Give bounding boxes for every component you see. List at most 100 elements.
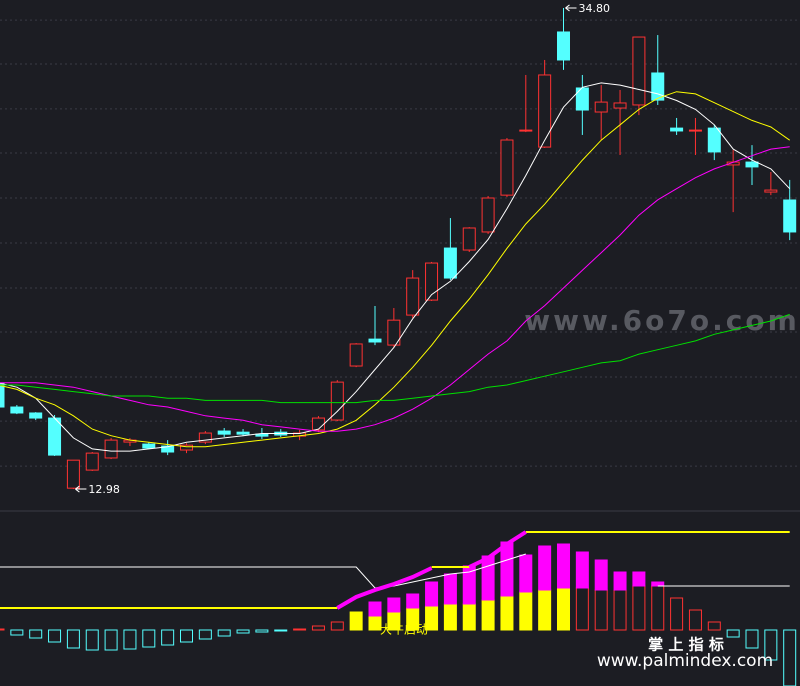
moving-average-line <box>0 91 790 448</box>
indicator-bar <box>236 629 250 634</box>
indicator-bar <box>0 628 5 631</box>
candle-body <box>85 452 99 471</box>
candle-body <box>198 432 212 443</box>
candle-body <box>255 433 269 437</box>
indicator-bar <box>255 629 269 633</box>
candle-body <box>783 199 797 233</box>
candle-body <box>481 197 495 233</box>
annotation-arrow <box>75 485 87 493</box>
annotation-label: 12.98 <box>88 483 120 496</box>
indicator-bar <box>217 629 231 637</box>
annotation-arrow <box>565 4 577 12</box>
indicator-bar <box>764 629 778 661</box>
candle-body <box>707 127 721 153</box>
candle-body <box>48 417 62 456</box>
indicator-bar <box>180 629 193 643</box>
indicator-bar <box>85 629 99 651</box>
candle-body <box>330 381 344 421</box>
candle-body <box>368 338 382 343</box>
indicator-bar <box>557 587 570 631</box>
candle-body <box>462 227 476 251</box>
indicator-bar <box>29 629 43 639</box>
indicator-bar <box>500 595 514 631</box>
indicator-bar <box>293 628 307 631</box>
watermark: www.6o7o.com <box>524 304 800 337</box>
indicator-bar <box>274 629 288 632</box>
moving-average-line <box>0 313 790 404</box>
watermark-brand: 掌 上 指 标 <box>648 636 724 654</box>
indicator-bar <box>632 571 646 587</box>
indicator-bar <box>425 581 439 607</box>
indicator-bar <box>349 611 363 631</box>
indicator-line <box>336 530 527 610</box>
indicator-bar <box>651 581 665 587</box>
candle-body <box>406 277 420 316</box>
candle-body <box>161 445 175 453</box>
indicator-bar <box>519 554 533 593</box>
indicator-bar <box>745 629 759 649</box>
candle-body <box>311 417 325 431</box>
candle-body <box>745 161 759 168</box>
signal-label: 大牛启动 <box>380 622 428 637</box>
indicator-bar <box>462 603 476 631</box>
candle-body <box>236 431 250 435</box>
candle-body <box>0 382 5 408</box>
indicator-bar <box>481 555 495 601</box>
candle-body <box>349 343 363 367</box>
moving-average-line <box>0 82 791 452</box>
candle-body <box>104 439 118 459</box>
indicator-bar <box>538 589 552 631</box>
candle-body <box>443 247 457 279</box>
indicator-line <box>0 553 790 589</box>
candle-body <box>387 319 401 346</box>
watermark-url: www.palmindex.com <box>597 651 773 671</box>
candle-body <box>670 127 684 132</box>
indicator-bar <box>48 629 62 643</box>
indicator-bar <box>594 559 608 591</box>
indicator-bar <box>123 629 137 650</box>
candle-body <box>764 189 778 193</box>
indicator-bar <box>670 597 684 631</box>
indicator-bar <box>330 621 344 631</box>
indicator-bar <box>557 543 570 589</box>
indicator-bar <box>406 593 420 609</box>
candle-body <box>10 406 24 414</box>
indicator-bar <box>726 629 740 638</box>
candle-body <box>142 443 156 449</box>
indicator-bar <box>66 629 80 649</box>
indicator-bar <box>10 629 24 636</box>
indicator-bar <box>707 621 721 631</box>
indicator-bar <box>613 571 627 591</box>
indicator-bar <box>142 629 156 648</box>
indicator-bar <box>538 545 552 591</box>
candle-body <box>538 74 552 148</box>
candle-body <box>632 36 646 106</box>
candle-body <box>613 102 627 109</box>
indicator-bar <box>575 551 589 589</box>
indicator-bar <box>104 629 118 651</box>
candle-body <box>217 430 231 435</box>
indicator-bar <box>688 609 702 631</box>
indicator-bar <box>387 597 401 613</box>
candle-body <box>594 101 608 113</box>
indicator-bar <box>443 603 457 631</box>
indicator-bar <box>443 573 457 605</box>
indicator-bar <box>311 625 325 631</box>
candle-body <box>29 412 43 419</box>
moving-average-line <box>0 146 790 432</box>
indicator-bar <box>519 591 533 631</box>
candle-body <box>180 444 193 451</box>
annotation-label: 34.80 <box>579 2 611 15</box>
candle-body <box>688 129 702 132</box>
indicator-bar <box>481 599 495 631</box>
candle-body <box>557 31 570 61</box>
indicator-bar <box>500 541 514 597</box>
indicator-line <box>0 531 790 609</box>
candle-body <box>519 129 533 132</box>
candle-body <box>500 139 514 196</box>
indicator-bar <box>368 601 382 617</box>
indicator-bar <box>161 629 175 646</box>
candle-body <box>425 262 439 301</box>
